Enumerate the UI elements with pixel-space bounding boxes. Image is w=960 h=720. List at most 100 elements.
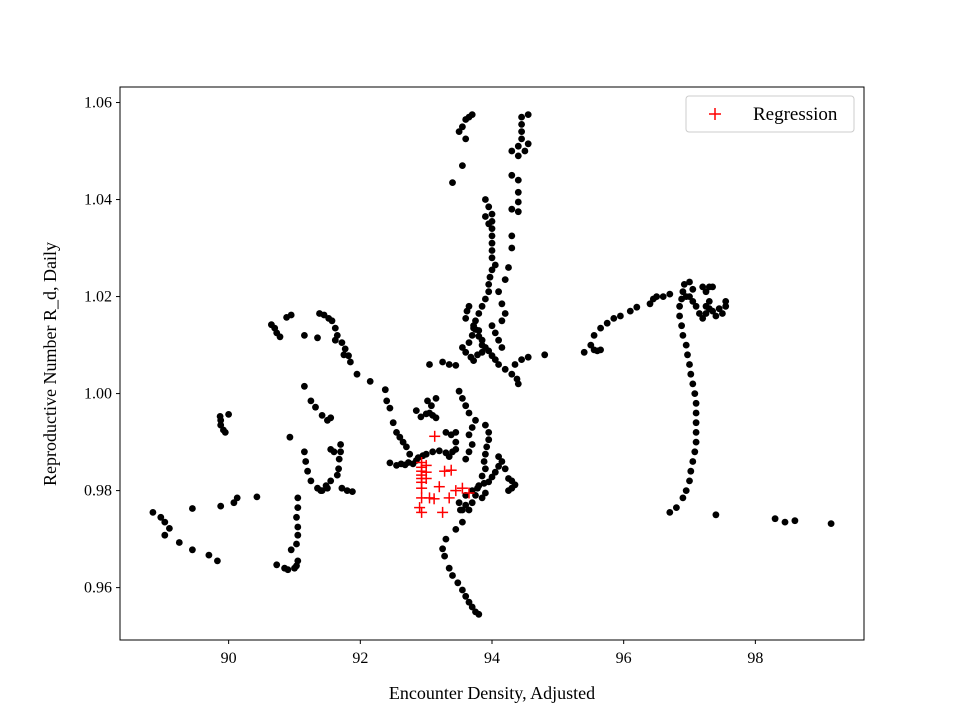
data-point — [659, 293, 667, 300]
data-point — [524, 111, 532, 118]
data-point — [505, 487, 512, 494]
data-point — [452, 526, 460, 533]
data-point — [692, 429, 700, 436]
data-point — [307, 477, 315, 485]
data-point — [217, 416, 225, 424]
data-point — [468, 111, 476, 118]
legend-marker-plus — [709, 108, 721, 120]
y-axis: 0.96 0.98 1.00 1.02 1.04 1.06 — [84, 95, 120, 597]
data-point — [301, 448, 308, 456]
data-point — [301, 382, 308, 390]
data-point — [590, 332, 598, 339]
data-point — [462, 402, 470, 410]
data-point — [386, 404, 394, 412]
data-point — [417, 413, 425, 421]
data-point — [474, 484, 481, 492]
data-point — [189, 505, 196, 512]
data-point — [485, 281, 493, 288]
data-point — [679, 288, 687, 296]
data-point — [682, 341, 690, 349]
data-point — [468, 441, 476, 448]
data-point — [318, 412, 326, 419]
data-point — [302, 458, 310, 465]
data-point — [307, 397, 315, 405]
x-tick-label: 98 — [747, 650, 763, 667]
data-point — [345, 352, 352, 360]
data-point — [699, 315, 707, 322]
data-point — [483, 443, 491, 451]
data-point — [166, 525, 173, 532]
data-point — [684, 351, 691, 359]
data-point — [294, 523, 302, 531]
data-point — [435, 447, 443, 455]
data-point — [712, 511, 720, 519]
data-point — [175, 539, 183, 546]
x-tick-label: 92 — [352, 650, 368, 667]
data-point — [429, 448, 437, 456]
data-point — [462, 348, 470, 356]
data-point — [514, 198, 522, 206]
data-point — [337, 448, 344, 456]
data-point — [702, 302, 710, 310]
data-point — [343, 487, 351, 494]
data-point — [366, 378, 374, 385]
data-point — [459, 518, 466, 526]
data-point — [692, 302, 700, 310]
data-point — [686, 361, 693, 368]
data-point — [468, 424, 476, 431]
data-point — [679, 494, 687, 502]
data-point — [233, 494, 241, 502]
data-point — [514, 208, 522, 216]
data-point — [459, 123, 466, 131]
data-point — [328, 317, 336, 325]
data-point — [330, 448, 338, 456]
data-point — [705, 283, 713, 291]
data-point — [524, 353, 532, 361]
data-point — [301, 332, 308, 339]
x-tick-label: 94 — [484, 650, 500, 667]
data-point — [465, 506, 473, 514]
data-point — [393, 429, 400, 436]
data-point — [294, 504, 302, 511]
data-point — [386, 459, 394, 467]
data-point — [383, 397, 391, 405]
data-point — [518, 356, 525, 363]
data-point — [432, 395, 440, 402]
data-point — [312, 403, 319, 411]
data-point — [686, 477, 693, 485]
regression-point — [450, 485, 462, 497]
data-point — [478, 348, 486, 356]
data-point — [508, 370, 516, 378]
data-point — [253, 493, 261, 501]
regression-point — [439, 465, 451, 477]
regression-point — [428, 493, 440, 505]
data-point — [580, 348, 588, 356]
data-point — [508, 232, 516, 240]
data-point — [521, 147, 529, 155]
data-point — [452, 429, 460, 436]
data-point — [381, 386, 389, 394]
data-point — [403, 443, 410, 451]
data-point — [462, 455, 470, 463]
data-point — [498, 317, 506, 325]
data-point — [682, 293, 690, 300]
data-point — [680, 281, 688, 288]
data-point — [439, 358, 446, 366]
data-point — [485, 347, 493, 355]
data-point — [633, 303, 641, 311]
data-point — [603, 319, 611, 327]
regression-point — [443, 492, 455, 504]
data-point — [676, 312, 683, 320]
data-point — [462, 315, 470, 322]
data-point — [709, 307, 716, 315]
data-point — [676, 302, 683, 310]
data-point — [696, 310, 703, 317]
data-point — [722, 298, 730, 305]
data-point — [498, 458, 506, 465]
data-point — [626, 307, 634, 315]
data-point — [508, 244, 516, 252]
data-point — [314, 334, 321, 342]
regression-point — [416, 506, 428, 518]
data-point — [465, 598, 473, 606]
data-point — [514, 152, 522, 160]
